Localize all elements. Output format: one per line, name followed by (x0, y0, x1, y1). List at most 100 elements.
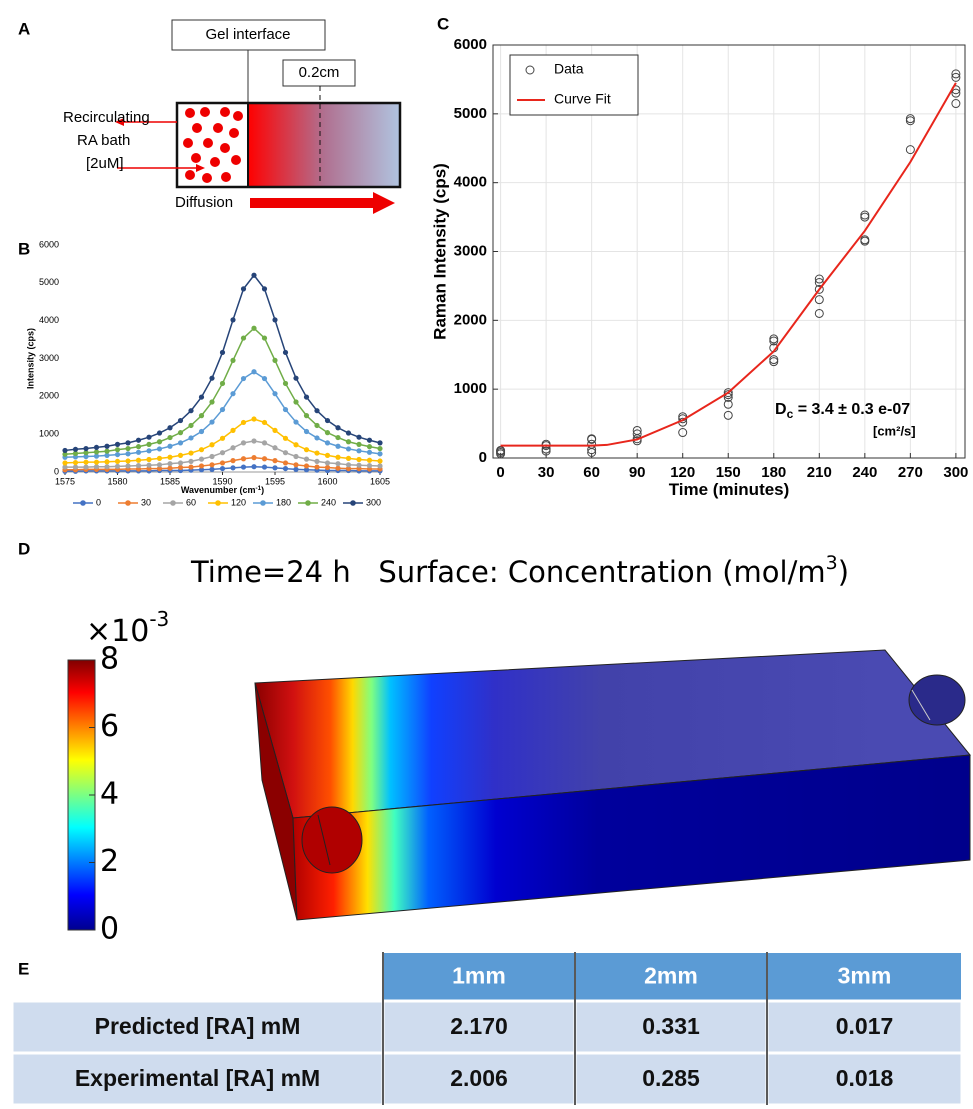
data-point (188, 435, 194, 441)
x-tick-label: 210 (807, 464, 832, 481)
chamber (175, 101, 402, 189)
legend-label: 120 (231, 497, 246, 507)
data-point (188, 422, 194, 429)
data-point (951, 72, 961, 82)
title-text: Time=24 h Surface: Concentration (mol/m (190, 555, 826, 589)
x-tick-label: 270 (898, 464, 923, 481)
cell-text: Experimental [RA] mM (75, 1065, 320, 1091)
data-point (135, 437, 142, 443)
data-point (366, 444, 373, 450)
data-point (723, 399, 733, 409)
data-point (261, 464, 268, 470)
data-point (209, 375, 215, 381)
data-point (198, 463, 205, 469)
y-tick-label: 2000 (454, 311, 487, 328)
x-axis-label: Wavenumber (cm-1) (181, 485, 264, 496)
data-point (293, 453, 299, 460)
cell-text: Predicted [RA] mM (95, 1013, 301, 1039)
y-tick-label: 6000 (454, 36, 487, 53)
x-tick-label: 240 (852, 464, 877, 481)
y-tick-label: 0 (54, 466, 59, 476)
data-point (209, 462, 215, 468)
data-point (814, 284, 824, 294)
x-axis-label-superscript: -1 (256, 485, 262, 492)
data-point (366, 457, 373, 463)
data-point (219, 349, 226, 356)
data-point (156, 465, 163, 472)
legend-label: 60 (186, 497, 196, 507)
legend-label: 300 (366, 497, 381, 507)
data-point (146, 434, 152, 440)
data-point (293, 375, 299, 381)
x-tick-label: 1575 (55, 476, 75, 486)
data-point (93, 464, 100, 470)
simulation-render (67, 649, 971, 931)
data-point (293, 462, 299, 468)
x-tick-label: 60 (583, 464, 600, 481)
data-point (83, 450, 89, 456)
y-tick-label: 5000 (39, 277, 59, 287)
data-point (93, 453, 100, 459)
x-axis-label-suffix: ) (261, 485, 264, 495)
data-point (177, 417, 184, 424)
data-point (62, 460, 68, 466)
y-tick-label: 3000 (454, 242, 487, 259)
data-point (230, 427, 236, 433)
data-point (177, 464, 184, 471)
legend-marker (80, 500, 86, 506)
box-front (292, 754, 971, 921)
data-point (282, 460, 289, 466)
x-tick-label: 1590 (212, 476, 232, 486)
data-point (251, 325, 257, 331)
data-point (93, 459, 100, 465)
data-point (198, 394, 205, 400)
data-point (167, 443, 173, 449)
legend-marker (525, 65, 535, 75)
x-axis-label-text: Wavenumber (cm (181, 485, 256, 495)
data-point (272, 317, 278, 323)
data-point (114, 451, 121, 458)
data-point (125, 440, 131, 446)
data-point (324, 417, 331, 424)
series-line (500, 82, 957, 447)
data-point (303, 467, 310, 473)
data-point (345, 465, 352, 472)
arrow-head (373, 192, 395, 214)
data-point (114, 463, 121, 469)
y-tick-label: 2000 (39, 391, 59, 401)
legend-marker (170, 500, 176, 506)
data-point (678, 428, 688, 438)
table-cell (10, 1051, 385, 1107)
data-point (93, 449, 100, 455)
cell-text: 0.331 (642, 1013, 700, 1039)
header-text: 2mm (644, 963, 698, 989)
y-tick-label: 3000 (39, 353, 59, 363)
x-axis-label: Time (minutes) (669, 480, 790, 499)
data-point (951, 99, 961, 109)
data-point (230, 357, 236, 363)
data-point (83, 459, 89, 465)
data-point (541, 446, 551, 456)
data-point (156, 455, 163, 461)
data-point (62, 464, 68, 470)
data-point (860, 210, 870, 220)
data-point (860, 235, 870, 245)
data-point (146, 448, 152, 454)
data-point (251, 455, 257, 461)
data-point (303, 413, 310, 419)
x-tick-label: 1580 (107, 476, 127, 486)
data-point (356, 441, 362, 447)
x-tick-label: 1600 (317, 476, 337, 486)
data-point (72, 459, 79, 466)
data-point (293, 442, 299, 448)
data-point (905, 116, 915, 126)
legend-marker (215, 500, 221, 506)
channel (908, 674, 966, 726)
data-point (272, 427, 278, 433)
panel-label: B (18, 239, 30, 258)
x-tick-label: 1585 (160, 476, 180, 486)
data-point (240, 286, 247, 292)
data-point (324, 460, 331, 466)
data-point (345, 439, 352, 445)
